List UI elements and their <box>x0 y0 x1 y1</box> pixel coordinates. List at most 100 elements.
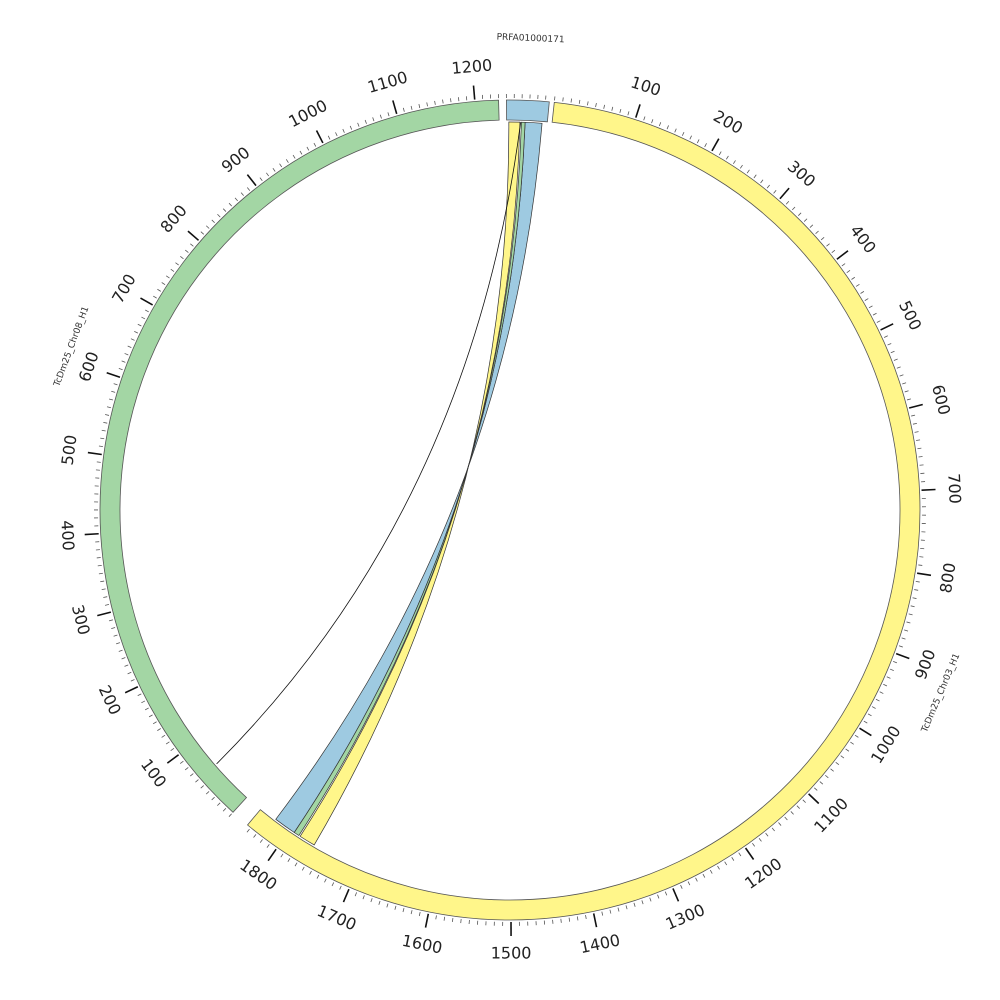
minor-tick <box>911 414 916 417</box>
minor-tick <box>611 106 614 111</box>
minor-tick <box>364 119 367 124</box>
minor-tick <box>681 131 685 136</box>
minor-tick <box>657 894 660 899</box>
minor-tick <box>127 671 132 675</box>
minor-tick <box>840 755 845 759</box>
minor-tick <box>98 445 103 448</box>
minor-tick <box>899 374 904 377</box>
minor-tick <box>165 741 170 745</box>
minor-tick <box>860 291 865 294</box>
minor-tick <box>798 212 802 216</box>
major-tick <box>895 652 910 660</box>
minor-tick <box>871 706 876 709</box>
major-tick <box>342 888 350 903</box>
tick-label-chr08-1200: 1200 <box>451 55 493 77</box>
minor-tick <box>418 912 421 917</box>
minor-tick <box>680 884 683 889</box>
minor-tick <box>791 206 796 211</box>
minor-tick <box>313 142 317 147</box>
tick-label-chr03-600: 600 <box>928 383 954 417</box>
minor-tick <box>228 813 232 817</box>
minor-tick <box>418 104 421 109</box>
minor-tick <box>752 842 756 847</box>
minor-tick <box>103 596 108 598</box>
minor-tick <box>695 877 698 882</box>
minor-tick <box>890 350 895 354</box>
minor-tick <box>100 580 105 583</box>
minor-tick <box>157 728 161 731</box>
ideogram-prfa <box>506 99 550 123</box>
minor-tick <box>887 343 892 346</box>
minor-tick <box>217 213 221 218</box>
minor-tick <box>175 262 179 266</box>
minor-tick <box>234 197 238 202</box>
tick-label-chr08-1000: 1000 <box>285 96 330 131</box>
minor-tick <box>819 781 824 785</box>
minor-tick <box>785 201 790 205</box>
minor-tick <box>872 312 877 316</box>
minor-tick <box>113 634 118 637</box>
major-tick <box>315 130 324 144</box>
major-tick <box>124 686 139 694</box>
minor-tick <box>435 915 437 920</box>
minor-tick <box>386 903 389 908</box>
minor-tick <box>137 323 142 327</box>
major-tick <box>635 104 641 118</box>
major-tick <box>87 451 102 456</box>
minor-tick <box>784 816 788 821</box>
minor-tick <box>904 629 909 632</box>
minor-tick <box>587 101 589 106</box>
minor-tick <box>195 779 199 783</box>
tick-label-chr08-400: 400 <box>57 520 78 552</box>
major-tick <box>672 888 680 902</box>
tick-label-chr08-1100: 1100 <box>365 67 409 96</box>
minor-tick <box>826 243 830 247</box>
minor-tick <box>846 270 851 273</box>
minor-tick <box>205 791 210 795</box>
minor-tick <box>387 112 390 117</box>
minor-tick <box>246 187 251 191</box>
minor-tick <box>362 895 365 900</box>
minor-tick <box>410 910 413 915</box>
major-tick <box>592 913 598 928</box>
minor-tick <box>649 897 652 902</box>
minor-tick <box>179 760 184 764</box>
tick-label-chr03-1000: 1000 <box>867 722 905 767</box>
minor-tick <box>863 720 868 724</box>
tick-label-chr03-900: 900 <box>911 647 939 682</box>
major-tick <box>97 611 112 617</box>
minor-tick <box>738 852 742 857</box>
minor-tick <box>910 605 915 608</box>
minor-tick <box>790 811 794 815</box>
ideogram-chr08 <box>99 99 500 813</box>
minor-tick <box>633 902 636 907</box>
tick-label-chr08-500: 500 <box>58 434 81 467</box>
minor-tick <box>893 660 898 664</box>
minor-tick <box>689 135 692 140</box>
minor-tick <box>205 225 210 229</box>
minor-tick <box>144 707 149 711</box>
minor-tick <box>886 676 891 679</box>
minor-tick <box>294 862 298 867</box>
minor-tick <box>434 100 436 105</box>
minor-tick <box>101 588 106 591</box>
labels-layer: 100200300400500600700800900100011001200T… <box>52 32 965 962</box>
minor-tick <box>908 613 913 616</box>
minor-tick <box>875 698 880 702</box>
minor-tick <box>815 230 819 234</box>
minor-tick <box>141 316 146 320</box>
major-tick <box>880 323 894 331</box>
minor-tick <box>200 785 204 789</box>
minor-tick <box>378 900 381 905</box>
minor-tick <box>103 421 108 424</box>
minor-tick <box>98 572 103 575</box>
minor-tick <box>189 773 194 777</box>
minor-tick <box>803 218 808 222</box>
tick-label-chr08-300: 300 <box>68 603 94 637</box>
tick-label-chr08-800: 800 <box>156 201 190 237</box>
tick-label-chr03-1500: 1500 <box>491 943 532 962</box>
tick-label-chr03-100: 100 <box>628 73 663 100</box>
minor-tick <box>292 154 296 159</box>
minor-tick <box>105 414 110 416</box>
minor-tick <box>603 104 606 109</box>
